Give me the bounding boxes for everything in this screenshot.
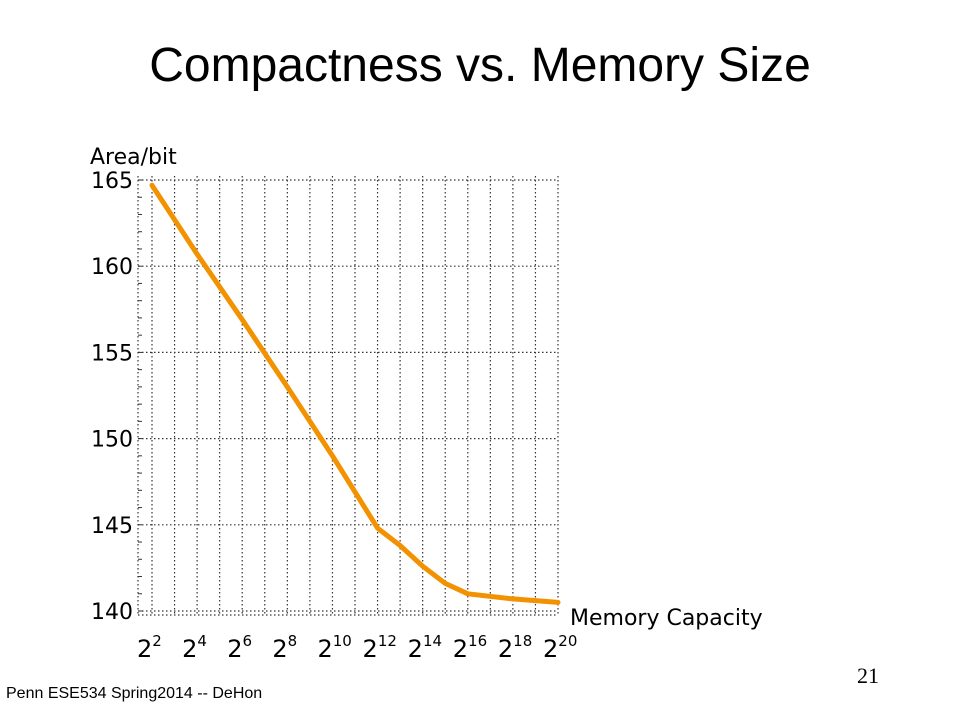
x-tick-label: 214 [408,632,442,663]
y-axis-label: Area/bit [90,145,177,170]
x-tick-label: 218 [498,632,532,663]
series-layer [149,182,561,605]
slide-title: Compactness vs. Memory Size [149,39,811,92]
x-tick-label: 220 [543,632,577,663]
x-tick-labels: 22 24 26 28 210 212 214 216 218 220 [137,632,577,663]
x-axis-label: Memory Capacity [570,606,763,631]
grid-layer [137,176,559,616]
series-line [149,182,561,605]
x-tick-label: 216 [453,632,487,663]
x-tick-label: 26 [227,632,252,663]
y-tick-label: 155 [91,341,133,366]
y-tick-label: 150 [91,428,133,453]
y-tick-label: 160 [91,255,133,280]
y-tick-labels: 140 145 150 155 160 165 [91,169,133,625]
y-tick-label: 145 [91,514,133,539]
x-tick-label: 210 [317,632,351,663]
page-number: 21 [857,663,879,688]
y-tick-label: 140 [91,600,133,625]
x-tick-label: 22 [137,632,162,663]
x-tick-label: 24 [182,632,207,663]
y-tick-label: 165 [91,169,133,194]
footer-credit: Penn ESE534 Spring2014 -- DeHon [6,685,263,702]
x-tick-label: 28 [272,632,297,663]
x-tick-label: 212 [363,632,397,663]
